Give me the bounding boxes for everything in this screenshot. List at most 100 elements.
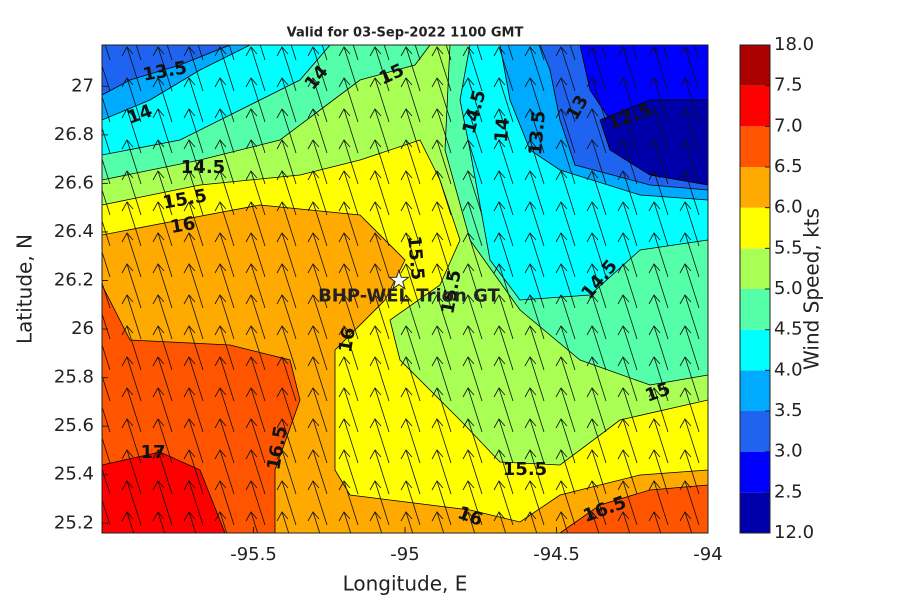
wind-arrow-head [246, 16, 257, 25]
wind-arrow-head [369, 449, 382, 460]
wind-arrow [102, 95, 111, 123]
wind-arrow [467, 356, 483, 402]
wind-arrow-head [152, 325, 165, 336]
wind-arrow [250, 480, 266, 526]
wind-arrow-head [338, 294, 351, 305]
wind-arrow-head [339, 16, 350, 25]
wind-arrow [653, 387, 669, 433]
wind-arrow-head [586, 201, 599, 212]
wind-arrow [405, 170, 421, 216]
wind-arrow-head [711, 109, 722, 118]
chart-title: Valid for 03-Sep-2022 1100 GMT [287, 26, 524, 41]
wind-arrow [188, 449, 204, 495]
wind-arrow-head [276, 294, 289, 305]
wind-arrow-head [493, 387, 506, 398]
wind-arrow-head [493, 511, 506, 522]
wind-arrow-head [369, 294, 382, 305]
wind-arrow [374, 294, 390, 340]
wind-arrow-head [400, 480, 413, 491]
wind-arrow-head [245, 387, 258, 398]
wind-arrow-head [462, 108, 475, 119]
wind-arrow-head [245, 325, 258, 336]
wind-arrow [560, 480, 576, 526]
wind-arrow-head [524, 139, 537, 150]
wind-arrow-head [307, 232, 320, 243]
wind-arrow [126, 201, 142, 247]
wind-arrow-head [431, 201, 444, 212]
wind-arrow-head [214, 77, 227, 88]
wind-arrow-head [586, 139, 599, 150]
x-tick-label: -94 [693, 544, 722, 565]
wind-arrow [219, 139, 235, 185]
wind-arrow [374, 449, 390, 495]
wind-arrow [343, 201, 359, 247]
wind-arrow-head [369, 418, 382, 429]
wind-arrow [716, 140, 730, 184]
wind-arrow [684, 201, 700, 247]
wind-arrow-head [524, 232, 537, 243]
y-tick-label: 25.8 [54, 367, 94, 388]
wind-arrow [436, 201, 452, 247]
wind-arrow-head [214, 294, 227, 305]
wind-arrow-head [400, 325, 413, 336]
wind-arrow [312, 325, 328, 371]
contour-label: 14 [491, 117, 514, 144]
wind-arrow [343, 46, 359, 92]
wind-arrow [312, 170, 328, 216]
wind-arrow [560, 263, 576, 309]
wind-arrow-head [617, 294, 630, 305]
wind-arrow [591, 356, 607, 402]
wind-arrow-head [679, 480, 692, 491]
colorbar-tick-label: 18.0 [774, 34, 814, 55]
wind-arrow-head [245, 201, 258, 212]
wind-arrow-head [338, 232, 351, 243]
wind-arrow [591, 387, 607, 433]
wind-arrow-head [121, 356, 134, 367]
wind-arrow-head [648, 263, 661, 274]
wind-arrow-head [617, 170, 630, 181]
wind-arrow [684, 480, 700, 526]
wind-arrow-head [648, 294, 661, 305]
wind-arrow [600, 45, 607, 61]
wind-arrow-head [400, 46, 413, 57]
wind-arrow [684, 449, 700, 495]
wind-arrow-head [648, 480, 661, 491]
wind-arrow-head [431, 325, 444, 336]
wind-arrow-head [307, 170, 320, 181]
wind-arrow [622, 263, 638, 309]
wind-arrow-head [648, 77, 661, 88]
wind-arrow [126, 263, 142, 309]
wind-arrow-head [369, 46, 382, 57]
wind-arrow-head [245, 77, 258, 88]
wind-arrow-head [214, 170, 227, 181]
wind-arrow-head [183, 511, 196, 522]
wind-arrow [157, 449, 173, 495]
wind-arrow-head [307, 201, 320, 212]
wind-arrow-head [307, 263, 320, 274]
wind-arrow [529, 263, 545, 309]
wind-arrow [126, 387, 142, 433]
wind-arrow-head [679, 511, 692, 522]
wind-arrow-head [586, 511, 599, 522]
wind-arrow-head [711, 357, 722, 366]
wind-arrow-head [617, 46, 630, 57]
wind-arrow [102, 312, 111, 340]
wind-arrow [436, 511, 445, 533]
wind-arrow-head [307, 294, 320, 305]
wind-arrow-head [122, 16, 133, 25]
wind-arrow [529, 170, 545, 216]
wind-arrow-head [617, 325, 630, 336]
wind-arrow [102, 498, 111, 526]
wind-arrow [591, 294, 607, 340]
colorbar-tick-label: 7.5 [774, 75, 803, 96]
wind-arrow [102, 126, 111, 154]
wind-arrow [405, 418, 421, 464]
wind-arrow [219, 511, 228, 533]
wind-arrow-head [307, 356, 320, 367]
wind-arrow-head [524, 77, 537, 88]
wind-arrow [591, 77, 607, 123]
x-tick-label: -94.5 [533, 544, 580, 565]
wind-arrow-head [679, 263, 692, 274]
wind-arrow [405, 387, 421, 433]
wind-arrow-head [121, 418, 134, 429]
